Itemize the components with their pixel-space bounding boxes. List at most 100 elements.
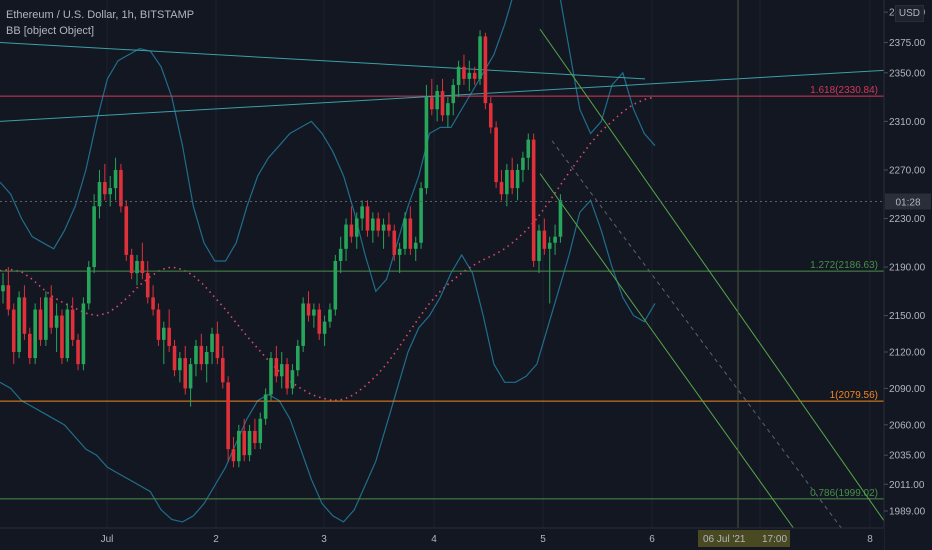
crosshair-time-box xyxy=(698,530,790,547)
candle-body xyxy=(397,248,402,255)
candle-body xyxy=(456,66,461,85)
candle-body xyxy=(194,345,198,365)
bollinger-bands xyxy=(0,0,656,523)
time-tick-label: 5 xyxy=(540,534,546,545)
candle-body xyxy=(521,157,525,170)
price-tick-label: 2035.00 xyxy=(889,451,926,462)
time-tick-label: 4 xyxy=(431,534,437,545)
candle-body xyxy=(113,169,118,189)
candle-body xyxy=(510,169,514,189)
time-axis-background xyxy=(0,528,884,550)
candle-body xyxy=(199,345,204,365)
candle-body xyxy=(381,224,386,231)
candle-body xyxy=(392,230,397,255)
candle-body xyxy=(274,358,279,377)
candle-body xyxy=(403,218,407,249)
candle-body xyxy=(258,418,263,444)
candle-body xyxy=(285,364,289,389)
price-tick-label: 2060.00 xyxy=(889,420,926,431)
candle-body xyxy=(306,303,311,316)
candle-body xyxy=(263,394,268,419)
candle-body xyxy=(28,333,32,359)
candle-body xyxy=(183,358,188,389)
candle-body xyxy=(38,309,43,340)
price-axis[interactable]: 2400.002375.002350.002310.002270.002230.… xyxy=(883,0,932,550)
candle-body xyxy=(253,430,257,444)
candle-body xyxy=(151,297,155,310)
candle-body xyxy=(499,182,504,195)
candle-body xyxy=(172,345,177,371)
crosshair-price-box xyxy=(885,193,931,210)
candle-body xyxy=(33,309,37,359)
crosshair-time-label: 06 Jul '21 xyxy=(703,534,746,545)
candle-body xyxy=(424,97,429,189)
candle-body xyxy=(129,254,134,274)
candle-body xyxy=(430,97,434,110)
candle-body xyxy=(542,230,547,249)
crosshair xyxy=(0,0,884,528)
fib-level-label: 1.272(2186.63) xyxy=(810,260,878,271)
candle-body xyxy=(354,218,359,237)
candle-body xyxy=(269,358,273,395)
trend-lines xyxy=(0,28,885,532)
candle-body xyxy=(81,303,86,365)
price-tick-label: 2270.00 xyxy=(889,165,926,176)
candle-body xyxy=(92,206,96,268)
candle-body xyxy=(140,260,145,274)
candle-body xyxy=(483,36,488,104)
candle-body xyxy=(11,309,16,352)
candle-body xyxy=(1,285,5,292)
candle-body xyxy=(365,206,370,231)
candlestick-series xyxy=(1,30,563,468)
candle-body xyxy=(387,224,391,231)
fib-level-label: 1(2079.56) xyxy=(830,390,878,401)
bollinger-upper-band xyxy=(0,0,656,293)
trend-line-descending xyxy=(0,41,646,80)
candle-body xyxy=(531,139,536,261)
chart-grid xyxy=(106,0,871,528)
indicator-legend[interactable]: BB [object Object] xyxy=(6,25,95,37)
candle-body xyxy=(446,103,450,116)
candle-body xyxy=(237,430,241,462)
candle-body xyxy=(156,309,161,340)
candle-body xyxy=(162,327,166,340)
price-axis-background xyxy=(884,0,932,550)
price-tick-label: 2375.00 xyxy=(889,38,926,49)
candle-body xyxy=(467,72,472,79)
candle-body xyxy=(349,224,354,237)
time-tick-label: 6 xyxy=(649,534,655,545)
candle-body xyxy=(145,273,150,298)
candle-body xyxy=(408,218,413,249)
candle-body xyxy=(553,236,557,243)
candle-body xyxy=(70,309,75,340)
candle-body xyxy=(558,200,563,237)
channel-upper-line xyxy=(539,28,885,522)
candle-body xyxy=(279,364,284,377)
candle-body xyxy=(478,36,482,79)
candle-body xyxy=(526,139,531,158)
candle-body xyxy=(537,230,541,261)
candle-body xyxy=(505,169,509,195)
time-tick-label: 8 xyxy=(867,534,873,545)
crosshair-price-label: 01:28 xyxy=(895,197,920,208)
candle-body xyxy=(413,242,418,249)
candle-body xyxy=(328,309,332,322)
symbol-legend[interactable]: Ethereum / U.S. Dollar, 1h, BITSTAMP xyxy=(6,9,195,21)
candle-body xyxy=(317,309,322,334)
currency-badge[interactable]: USD xyxy=(894,5,924,22)
candle-body xyxy=(290,370,295,389)
candle-body xyxy=(301,303,305,346)
candle-body xyxy=(167,327,171,346)
fib-level-label: 0.786(1999.02) xyxy=(810,488,878,499)
channel-lower-line xyxy=(539,173,797,532)
channel-midline xyxy=(551,140,845,532)
candle-body xyxy=(322,321,327,334)
candle-body xyxy=(54,315,59,328)
candle-body xyxy=(515,169,520,189)
candle-body xyxy=(312,309,316,316)
candle-body xyxy=(178,358,182,371)
candle-body xyxy=(108,188,112,195)
time-tick-label: Jul xyxy=(101,534,114,545)
